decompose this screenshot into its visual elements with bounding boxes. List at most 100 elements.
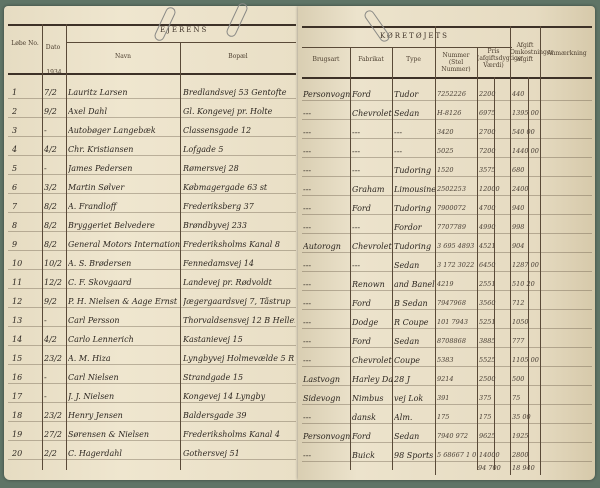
row-no: 1: [12, 88, 18, 97]
row-use: ---: [303, 451, 312, 460]
row-rule: [8, 421, 296, 422]
row-no: 14: [12, 335, 23, 344]
row-price: 4990: [479, 223, 496, 231]
row-use: ---: [303, 337, 312, 346]
row-date: -: [44, 316, 47, 325]
column-rule: [510, 26, 511, 475]
row-use: ---: [303, 204, 312, 213]
row-use: ---: [303, 109, 312, 118]
row-make: Chevrolet: [352, 242, 392, 251]
row-fee: 998: [512, 223, 525, 231]
header-bottom-rule: [8, 73, 296, 75]
row-rule: [8, 212, 296, 213]
row-make: ---: [352, 128, 361, 137]
row-name: C. F. Skovgaard: [68, 278, 132, 287]
row-rule: [8, 155, 296, 156]
header-name: Navn: [114, 53, 132, 60]
row-rule: [302, 100, 592, 101]
row-name: P. H. Nielsen & Aage Ernst: [68, 297, 178, 306]
total-fee: 18 940: [512, 464, 535, 472]
row-date: 4/2: [44, 335, 57, 344]
row-rule: [302, 385, 592, 386]
row-address: Frederiksholms Kanal 8: [183, 240, 280, 249]
row-price: 3575: [479, 166, 496, 174]
row-fee: 540 00: [512, 128, 535, 136]
row-rule: [8, 231, 296, 232]
row-rule: [8, 269, 296, 270]
row-fee: 1105 00: [512, 356, 539, 364]
row-fee: 940: [512, 204, 525, 212]
row-rule: [8, 364, 296, 365]
row-address: Gl. Kongevej pr. Holte: [183, 107, 273, 116]
column-rule: [435, 26, 436, 475]
row-no: 11: [12, 278, 23, 287]
row-number: 5025: [437, 147, 454, 155]
header-number: Nummer (Stel Nummer): [441, 52, 471, 73]
row-rule: [302, 195, 592, 196]
row-fee: 75: [512, 394, 521, 402]
header-divider: [66, 42, 296, 43]
row-number: 175: [437, 413, 450, 421]
row-no: 4: [12, 145, 18, 154]
row-number: 3 695 4893: [437, 242, 475, 250]
row-date: -: [44, 373, 47, 382]
row-no: 6: [12, 183, 18, 192]
row-number: 5 68667 1 0783: [437, 451, 477, 459]
row-type: R Coupe: [394, 318, 429, 327]
row-rule: [8, 117, 296, 118]
row-no: 15: [12, 354, 23, 363]
row-use: ---: [303, 223, 312, 232]
column-rule: [350, 47, 351, 470]
row-no: 16: [12, 373, 23, 382]
row-type: 98 Sports: [394, 451, 434, 460]
row-address: Kongevej 14 Lyngby: [183, 392, 266, 401]
row-number: 3 172 3022: [437, 261, 475, 269]
row-price: 2200: [479, 90, 496, 98]
row-price: 175: [479, 413, 492, 421]
row-no: 20: [12, 449, 23, 458]
row-type: Sedan: [394, 337, 420, 346]
row-rule: [302, 138, 592, 139]
row-no: 10: [12, 259, 23, 268]
row-price: 2700: [479, 128, 496, 136]
row-fee: 1287 00: [512, 261, 539, 269]
row-address: Frederiksholms Kanal 4: [183, 430, 280, 439]
row-date: 12/2: [44, 278, 62, 287]
row-use: ---: [303, 185, 312, 194]
row-rule: [8, 383, 296, 384]
row-name: C. Hagerdahl: [68, 449, 122, 458]
row-price: 4521: [479, 242, 496, 250]
row-make: Renown: [352, 280, 385, 289]
row-fee: 35 00: [512, 413, 531, 421]
column-rule: [180, 42, 181, 470]
row-use: Personvogn: [303, 90, 350, 99]
header-no: Løbe No.: [11, 40, 39, 47]
row-no: 13: [12, 316, 23, 325]
row-address: Fennedamsvej 14: [183, 259, 254, 268]
row-price: 5525: [479, 356, 496, 364]
row-type: vej Lok: [394, 394, 424, 403]
row-address: Kastanievej 15: [183, 335, 243, 344]
row-price: 7200: [479, 147, 496, 155]
column-rule: [528, 77, 529, 470]
row-fee: 510 20: [512, 280, 535, 288]
header-use: Brugsart: [312, 56, 340, 63]
total-price: 94 700: [478, 464, 501, 472]
header-year: 1934: [46, 69, 62, 76]
row-price: 6975: [479, 109, 496, 117]
row-name: Carl Persson: [68, 316, 120, 325]
row-date: -: [44, 164, 47, 173]
row-rule: [302, 176, 592, 177]
row-rule: [8, 326, 296, 327]
row-make: Ford: [352, 299, 371, 308]
row-number: 7947968: [437, 299, 466, 307]
row-rule: [302, 233, 592, 234]
row-use: ---: [303, 356, 312, 365]
row-use: ---: [303, 280, 312, 289]
row-type: Sedan: [394, 432, 420, 441]
row-number: 101 7943: [437, 318, 469, 326]
row-price: 9625: [479, 432, 496, 440]
row-name: A. M. Hiza: [68, 354, 111, 363]
column-rule: [392, 47, 393, 470]
row-type: Sedan: [394, 261, 420, 270]
